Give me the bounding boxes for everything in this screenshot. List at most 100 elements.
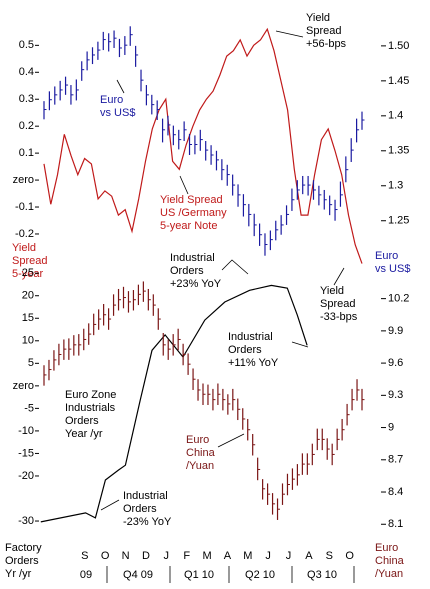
x-group-label: Q2 10 [245,569,275,581]
series-label: China [375,555,405,567]
y-tick-label: -10 [18,425,34,437]
series-label: Euro [375,542,398,554]
annotation: vs US$ [100,107,135,119]
annotation: -33-bps [320,311,358,323]
y-tick-label: 15 [22,312,34,324]
pointer [116,79,125,94]
x-group-label: 09 [80,569,92,581]
series-label: Spread [12,255,47,267]
annotation: +56-bps [306,38,347,50]
pointer [291,341,309,348]
y-tick-label: 0.2 [19,120,34,132]
annotation: 5-year Note [160,220,217,232]
series-label: vs US$ [375,263,410,275]
annotation: Euro Zone [65,389,116,401]
x-tick-label: O [345,550,354,562]
series-label: Factory [5,542,42,554]
pointer [217,433,245,448]
y-tick-label: zero [13,380,34,392]
x-tick-label: D [142,550,150,562]
line [40,284,308,523]
x-tick-label: A [224,550,232,562]
y-tick-label: 0.4 [19,66,34,78]
annotation: China [186,447,216,459]
y-tick-label: -15 [18,447,34,459]
y2-tick-label: 1.3 [388,180,403,192]
x-tick-label: N [122,550,130,562]
annotation: Yield Spread [160,194,223,206]
annotation: +11% YoY [228,357,279,369]
series-label: 5-year [12,268,44,280]
line [43,27,363,264]
annotation: Industrial [228,331,273,343]
y2-tick-label: 10.2 [388,293,409,305]
y-tick-label: -5 [24,402,34,414]
y2-tick-label: 9.6 [388,357,403,369]
x-tick-label: M [243,550,252,562]
y2-tick-label: 8.1 [388,518,403,530]
annotation: /Yuan [186,460,214,472]
y-tick-label: 5 [28,357,34,369]
y-tick-label: -0.2 [15,228,34,240]
y-tick-label: -30 [18,515,34,527]
y2-tick-label: 9.3 [388,389,403,401]
annotation: -23% YoY [123,516,172,528]
x-group-label: Q3 10 [307,569,337,581]
series-label: Orders [5,555,39,567]
annotation: Industrials [65,402,116,414]
annotation: US /Germany [160,207,227,219]
annotation: Yield [306,12,330,24]
annotation: Year /yr [65,428,103,440]
y-tick-label: 10 [22,335,34,347]
x-tick-label: J [265,550,271,562]
y2-tick-label: 1.50 [388,40,409,52]
y-tick-label: -0.1 [15,201,34,213]
y2-tick-label: 8.7 [388,454,403,466]
y-tick-label: -20 [18,470,34,482]
annotation: Euro [100,94,123,106]
annotation: Euro [186,434,209,446]
series-label: Euro [375,250,398,262]
y2-tick-label: 1.4 [388,110,403,122]
y2-tick-label: 9.9 [388,325,403,337]
y-tick-label: 0.3 [19,93,34,105]
series-label: Yr /yr [5,568,32,580]
y2-tick-label: 9 [388,421,394,433]
annotation: Orders [123,503,157,515]
x-tick-label: M [202,550,211,562]
annotation: Yield [320,285,344,297]
annotation: Spread [320,298,355,310]
annotation: Orders [170,265,204,277]
annotation: Spread [306,25,341,37]
annotation: Industrial [123,490,168,502]
pointer [275,30,304,38]
pointer [100,499,120,511]
series-label: /Yuan [375,568,403,580]
pointer [333,267,345,286]
y-tick-label: zero [13,174,34,186]
x-tick-label: J [164,550,170,562]
y-tick-label: 20 [22,290,34,302]
pointer [179,175,189,195]
annotation: Orders [65,415,99,427]
annotation: Orders [228,344,262,356]
x-tick-label: F [183,550,190,562]
annotation: Industrial [170,252,215,264]
x-group-label: Q1 10 [184,569,214,581]
x-tick-label: J [286,550,292,562]
pointer [221,259,249,275]
x-tick-label: O [101,550,110,562]
y2-tick-label: 1.25 [388,215,409,227]
x-tick-label: S [326,550,333,562]
y-tick-label: 0.5 [19,39,34,51]
y-tick-label: 0.1 [19,147,34,159]
y2-tick-label: 1.35 [388,145,409,157]
pointers [100,30,355,583]
y2-tick-label: 1.45 [388,75,409,87]
y-tick-label: 25 [22,267,34,279]
x-tick-label: S [81,550,88,562]
x-group-label: Q4 09 [123,569,153,581]
series-label: Yield [12,242,36,254]
x-tick-label: A [305,550,313,562]
